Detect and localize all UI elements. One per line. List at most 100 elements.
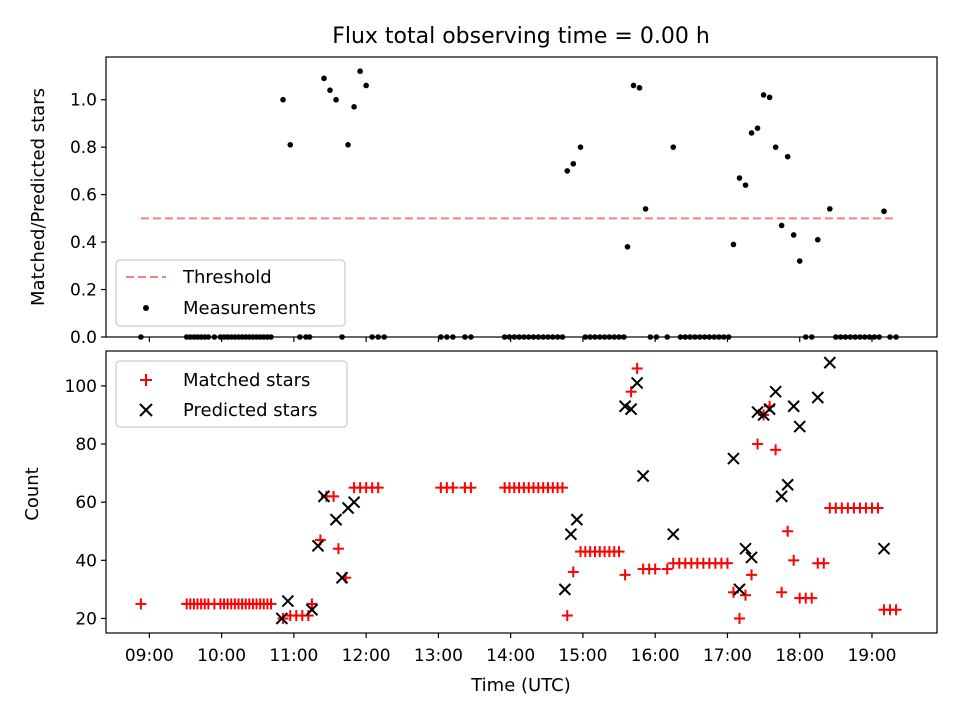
predicted-star-stroke-b [335, 571, 349, 584]
measurement-point [772, 144, 779, 150]
bottom-x-tick-label: 13:00 [414, 646, 463, 666]
predicted-star-point [751, 405, 764, 419]
predicted-star-point [311, 539, 325, 552]
measurement-point [636, 85, 643, 91]
top-y-axis: 0.0 0.2 0.4 0.6 0.8 1.0 [70, 91, 106, 348]
top-y-tick-label: 0.6 [70, 186, 97, 206]
predicted-star-stroke-b [877, 542, 891, 555]
predicted-star-point [877, 542, 891, 555]
matched-star-point [332, 543, 344, 555]
measurement-point [327, 87, 333, 94]
bottom-x-tick-label: 09:00 [125, 646, 174, 666]
bottom-x-axis-label: Time (UTC) [470, 675, 571, 696]
predicted-star-stroke-b [745, 551, 758, 564]
predicted-star-stroke-b [347, 495, 361, 509]
top-legend-threshold-label: Threshold [182, 267, 272, 288]
predicted-star-point [335, 571, 349, 584]
predicted-star-point [564, 527, 578, 541]
top-y-tick-label: 0.0 [70, 328, 97, 348]
measurement-point [570, 160, 577, 167]
matched-star-point [746, 569, 758, 581]
matched-star-point [740, 589, 752, 601]
measurement-point [630, 82, 637, 89]
bottom-x-tick-label: 12:00 [342, 646, 391, 666]
predicted-star-stroke-b [311, 539, 325, 552]
predicted-star-stroke-b [763, 402, 776, 416]
predicted-star-stroke-b [667, 527, 680, 541]
bottom-x-tick-label: 17:00 [703, 646, 752, 666]
predicted-star-stroke-b [727, 452, 740, 465]
bottom-plot-marks [135, 356, 902, 625]
predicted-star-point [618, 400, 632, 413]
predicted-star-point [624, 402, 638, 416]
top-legend-measurements-label: Measurements [183, 298, 316, 319]
matched-star-point [721, 557, 733, 569]
predicted-star-stroke-b [329, 513, 343, 526]
matched-star-point [788, 554, 800, 566]
predicted-star-stroke-b [733, 583, 746, 596]
predicted-star-stroke-b [775, 490, 788, 503]
matched-star-point [619, 569, 631, 581]
top-legend-box [115, 259, 346, 327]
predicted-star-point [558, 583, 572, 596]
predicted-star-point [781, 478, 794, 491]
predicted-star-point [811, 391, 824, 404]
measurement-point [881, 208, 887, 215]
bottom-y-axis-label: Count [22, 467, 43, 520]
predicted-star-stroke-b [564, 527, 578, 541]
predicted-star-point [775, 490, 788, 503]
matched-star-point [776, 586, 788, 598]
measurement-point [796, 258, 803, 264]
measurement-point [564, 168, 571, 174]
bottom-y-tick-label: 100 [65, 377, 97, 397]
predicted-star-point [727, 452, 740, 465]
predicted-star-stroke-b [317, 490, 331, 503]
predicted-star-point [347, 495, 361, 509]
bottom-y-tick-label: 60 [75, 493, 97, 513]
measurement-point [363, 82, 369, 89]
matched-star-point [872, 502, 884, 514]
predicted-star-point [570, 513, 584, 526]
predicted-star-stroke-b [570, 513, 584, 526]
measurement-point [748, 130, 755, 136]
bottom-y-tick-label: 80 [75, 435, 97, 455]
bottom-legend-matched-label: Matched stars [183, 370, 310, 391]
measurement-point [766, 94, 773, 101]
measurement-point [814, 236, 821, 243]
predicted-star-point [733, 583, 746, 596]
matched-star-point [818, 557, 830, 569]
predicted-star-stroke-b [281, 594, 295, 608]
bottom-x-tick-label: 15:00 [558, 646, 607, 666]
matched-star-point [733, 612, 745, 624]
matched-star-point [625, 386, 637, 398]
top-y-axis-label: Matched/Predicted stars [28, 88, 49, 306]
measurement-point [577, 144, 584, 150]
predicted-star-stroke-b [787, 400, 800, 413]
predicted-star-stroke-b [275, 612, 289, 625]
bottom-x-tick-label: 10:00 [197, 646, 246, 666]
matched-star-point [328, 490, 340, 502]
predicted-star-stroke-b [558, 583, 572, 596]
measurement-point [736, 175, 743, 181]
top-y-tick-label: 0.4 [70, 233, 97, 253]
predicted-star-stroke-b [751, 405, 764, 419]
predicted-star-stroke-b [739, 542, 752, 555]
bottom-y-tick-label: 20 [75, 609, 97, 629]
top-y-tick-label: 0.8 [70, 138, 97, 158]
measurement-point [827, 206, 833, 212]
matched-star-point [890, 604, 902, 616]
predicted-star-point [317, 490, 331, 503]
matched-star-point [782, 525, 794, 537]
measurement-point [742, 182, 749, 188]
matched-star-point [631, 362, 643, 374]
matched-star-point [465, 482, 477, 494]
matched-star-point [372, 482, 384, 494]
predicted-star-stroke-b [811, 391, 824, 404]
top-y-tick-label: 1.0 [70, 91, 97, 111]
bottom-y-axis: 20 40 60 80 100 [65, 377, 106, 629]
predicted-star-point [305, 603, 319, 616]
predicted-star-point [763, 402, 776, 416]
predicted-star-point [281, 594, 295, 608]
predicted-star-point [745, 551, 758, 564]
